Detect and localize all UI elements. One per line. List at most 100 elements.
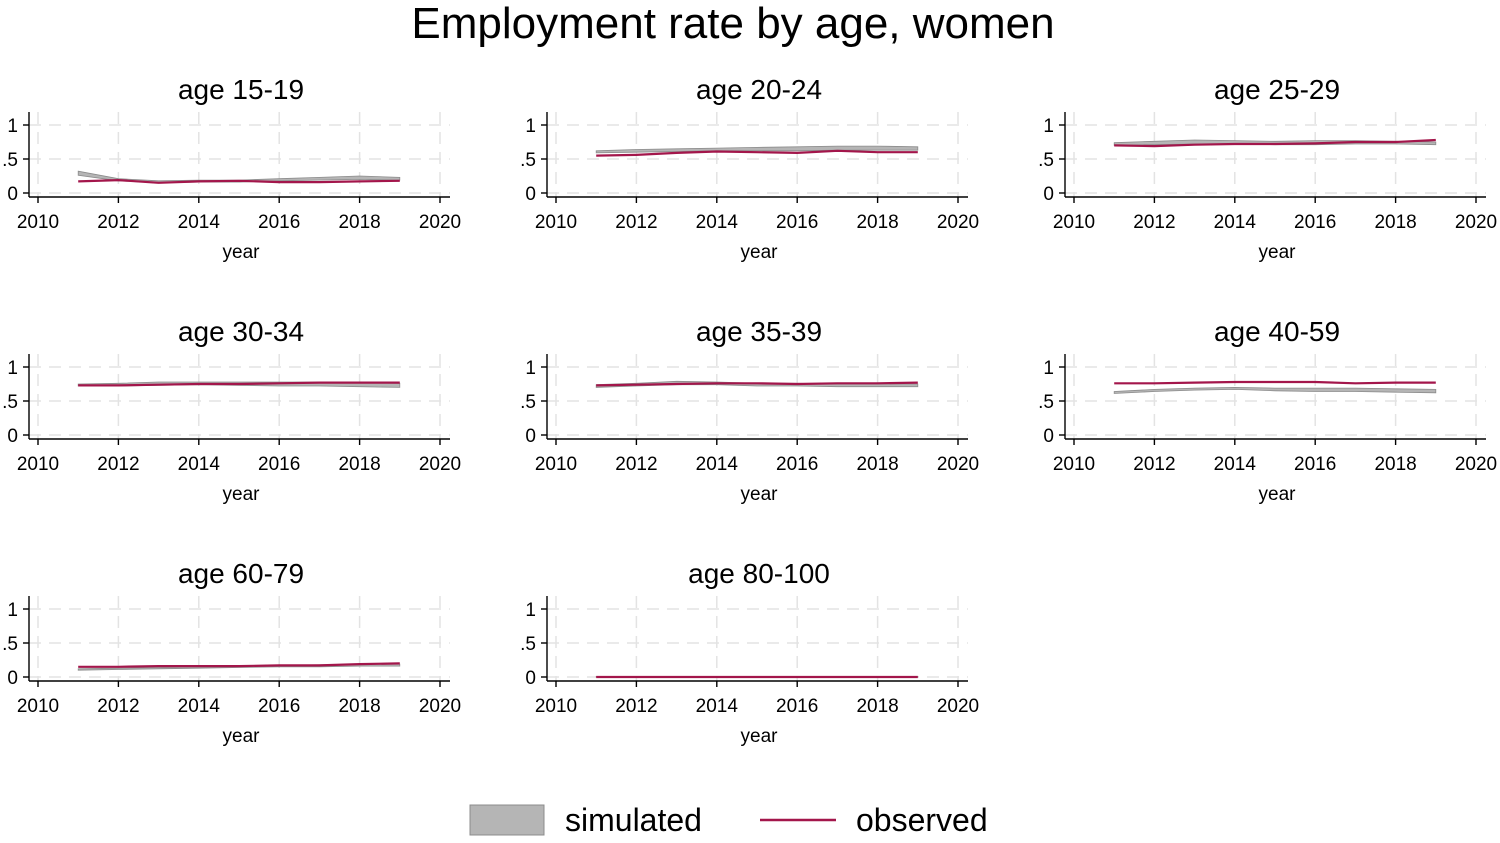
x-tick-label: 2010 (1053, 212, 1095, 233)
x-tick-label: 2016 (258, 212, 300, 233)
simulated-band (595, 145, 919, 154)
y-tick-label: 0 (525, 426, 536, 447)
x-tick-label: 2012 (97, 454, 139, 475)
y-tick-label: 1 (525, 600, 536, 621)
x-tick-label: 2012 (615, 454, 657, 475)
x-tick-label: 2012 (1133, 212, 1175, 233)
panel-age-20-24: age 20-24 0 .5 1 2010 2012 2014 2016 2018 2020 yea… (520, 74, 979, 263)
x-tick-label: 2014 (1214, 454, 1257, 475)
y-tick-label: 1 (7, 116, 18, 137)
x-tick-label: 2014 (1214, 212, 1257, 233)
x-tick-label: 2020 (1455, 212, 1497, 233)
x-axis-title: year (223, 242, 261, 263)
panel-age-25-29: age 25-29 0 .5 1 2010 2012 2014 2016 2018 2020 yea… (1038, 74, 1497, 263)
observed-line (596, 381, 918, 387)
x-axis-title: year (223, 484, 261, 505)
y-tick-label: 1 (525, 116, 536, 137)
panels-grid: age 15-19 0 .5 1 2010 2012 2014 2016 2018 2020 yea… (2, 74, 1497, 747)
y-tick-label: 0 (525, 184, 536, 205)
x-tick-label: 2012 (615, 212, 657, 233)
y-tick-label: .5 (1038, 150, 1054, 171)
x-tick-label: 2016 (1294, 212, 1336, 233)
observed-line (596, 149, 918, 157)
panel-title: age 20-24 (696, 74, 822, 105)
legend: simulated observed (469, 802, 988, 838)
y-tick-label: 1 (1043, 358, 1054, 379)
x-tick-label: 2012 (615, 696, 657, 717)
x-tick-label: 2020 (1455, 454, 1497, 475)
x-tick-label: 2014 (696, 696, 739, 717)
x-tick-label: 2016 (776, 696, 818, 717)
y-tick-label: .5 (520, 392, 536, 413)
x-axis-title: year (741, 242, 779, 263)
y-tick-label: .5 (1038, 392, 1054, 413)
panel-age-30-34: age 30-34 0 .5 1 2010 2012 2014 2016 2018 2020 yea… (2, 316, 461, 505)
x-tick-label: 2010 (17, 212, 59, 233)
x-tick-label: 2018 (1374, 212, 1416, 233)
panel-age-15-19: age 15-19 0 .5 1 2010 2012 2014 2016 2018 2020 yea… (2, 74, 461, 263)
x-tick-label: 2010 (535, 212, 577, 233)
x-tick-label: 2010 (1053, 454, 1095, 475)
x-tick-label: 2020 (937, 454, 979, 475)
panel-age-80-100: age 80-100 0 .5 1 2010 2012 2014 2016 2018 2020 ye… (520, 558, 979, 747)
y-tick-label: 0 (7, 184, 18, 205)
chart-title: Employment rate by age, women (411, 0, 1054, 48)
x-tick-label: 2018 (1374, 454, 1416, 475)
x-tick-label: 2010 (535, 454, 577, 475)
x-tick-label: 2018 (856, 212, 898, 233)
y-tick-label: 1 (7, 600, 18, 621)
x-tick-label: 2012 (1133, 454, 1175, 475)
x-tick-label: 2016 (776, 454, 818, 475)
observed-line (78, 178, 400, 184)
y-tick-label: 0 (7, 426, 18, 447)
observed-line (78, 662, 400, 668)
observed-line (1114, 138, 1436, 148)
y-tick-label: 0 (525, 668, 536, 689)
legend-observed-label: observed (856, 802, 988, 838)
panel-title: age 30-34 (178, 316, 304, 347)
x-tick-label: 2020 (937, 212, 979, 233)
legend-simulated-swatch (469, 804, 545, 836)
panel-age-40-59: age 40-59 0 .5 1 2010 2012 2014 2016 2018 2020 yea… (1038, 316, 1497, 505)
x-tick-label: 2018 (856, 696, 898, 717)
x-tick-label: 2014 (696, 212, 739, 233)
panel-title: age 15-19 (178, 74, 304, 105)
panel-age-35-39: age 35-39 0 .5 1 2010 2012 2014 2016 2018 2020 yea… (520, 316, 979, 505)
x-axis-title: year (1259, 242, 1297, 263)
x-tick-label: 2018 (338, 212, 380, 233)
y-tick-label: .5 (520, 150, 536, 171)
y-tick-label: 0 (7, 668, 18, 689)
x-tick-label: 2020 (419, 696, 461, 717)
x-tick-label: 2020 (419, 454, 461, 475)
panel-title: age 25-29 (1214, 74, 1340, 105)
y-tick-label: .5 (2, 150, 18, 171)
y-tick-label: 1 (525, 358, 536, 379)
x-axis-title: year (1259, 484, 1297, 505)
x-tick-label: 2016 (258, 454, 300, 475)
y-tick-label: 0 (1043, 426, 1054, 447)
x-axis-title: year (741, 726, 779, 747)
x-tick-label: 2010 (535, 696, 577, 717)
y-tick-label: 0 (1043, 184, 1054, 205)
x-axis-title: year (741, 484, 779, 505)
x-tick-label: 2018 (856, 454, 898, 475)
x-tick-label: 2014 (696, 454, 739, 475)
x-tick-label: 2016 (1294, 454, 1336, 475)
y-tick-label: 1 (1043, 116, 1054, 137)
x-tick-label: 2014 (178, 696, 221, 717)
x-tick-label: 2016 (776, 212, 818, 233)
y-tick-label: .5 (2, 634, 18, 655)
x-tick-label: 2016 (258, 696, 300, 717)
x-tick-label: 2010 (17, 696, 59, 717)
y-tick-label: .5 (2, 392, 18, 413)
observed-line (78, 381, 400, 387)
y-tick-label: .5 (520, 634, 536, 655)
y-tick-label: 1 (7, 358, 18, 379)
legend-simulated-label: simulated (565, 802, 702, 838)
x-tick-label: 2012 (97, 212, 139, 233)
x-tick-label: 2018 (338, 454, 380, 475)
x-tick-label: 2012 (97, 696, 139, 717)
x-tick-label: 2014 (178, 212, 221, 233)
x-tick-label: 2020 (419, 212, 461, 233)
